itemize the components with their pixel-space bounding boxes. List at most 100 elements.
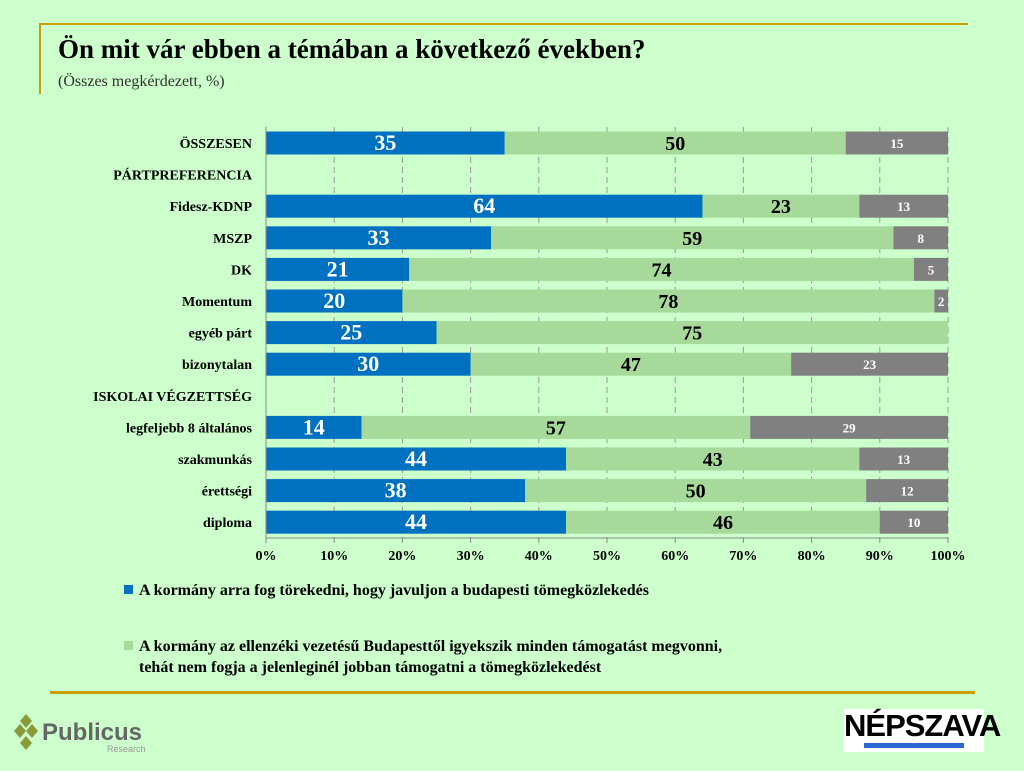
legend-item-green: A kormány az ellenzéki vezetésű Budapest… xyxy=(124,636,722,678)
bar-segment xyxy=(879,510,948,534)
data-label: 75 xyxy=(682,323,702,345)
data-label: 59 xyxy=(682,228,702,250)
data-label: 50 xyxy=(665,133,685,155)
data-label: 23 xyxy=(863,357,877,372)
category-label: legfeljebb 8 általános xyxy=(126,421,253,436)
svg-text:Publicus: Publicus xyxy=(42,719,142,746)
data-label: 50 xyxy=(686,481,706,503)
bar-segment xyxy=(436,321,948,345)
category-label: ÖSSZESEN xyxy=(180,135,252,152)
category-label: szakmunkás xyxy=(178,453,252,468)
bar-segment xyxy=(859,194,948,218)
category-label: diploma xyxy=(203,516,252,531)
bar-segment xyxy=(266,289,403,313)
bar-segment xyxy=(566,510,880,534)
data-label: 74 xyxy=(652,259,672,281)
left-rule xyxy=(39,23,41,94)
stacked-bar-chart: ÖSSZESEN 35 50 15 PÁRTPREFERENCIA Fidesz-KDNP… xyxy=(93,127,966,564)
top-rule xyxy=(40,23,968,25)
data-label: 13 xyxy=(897,199,911,214)
data-label: 5 xyxy=(928,262,935,277)
bar-segment xyxy=(702,194,860,218)
bar-segment xyxy=(266,194,703,218)
x-tick-label: 10% xyxy=(320,549,348,564)
data-label: 57 xyxy=(546,417,566,439)
data-label: 30 xyxy=(357,351,379,376)
bar-segment xyxy=(913,257,948,281)
data-label: 47 xyxy=(621,354,641,376)
x-tick-label: 40% xyxy=(525,549,553,564)
publicus-logo: Publicus Research xyxy=(14,714,146,754)
data-label: 8 xyxy=(917,231,924,246)
legend-item-blue: A kormány arra fog törekedni, hogy javul… xyxy=(124,580,649,601)
bar-segment xyxy=(791,352,948,376)
data-label: 46 xyxy=(713,512,733,534)
bottom-rule xyxy=(50,691,975,694)
category-label: egyéb párt xyxy=(189,327,253,342)
chart-subtitle: (Összes megkérdezett, %) xyxy=(58,73,225,90)
data-label: 38 xyxy=(385,478,407,503)
bar-segment xyxy=(934,289,948,313)
x-tick-label: 20% xyxy=(388,549,416,564)
bar-segment xyxy=(266,352,471,376)
data-label: 13 xyxy=(897,452,911,467)
bar-segment xyxy=(409,257,914,281)
legend-swatch xyxy=(124,585,133,594)
x-tick-label: 90% xyxy=(866,549,894,564)
bar-segment xyxy=(266,415,362,439)
data-label: 29 xyxy=(843,420,857,435)
legend-label-cont: tehát nem fogja a jelenleginél jobban tá… xyxy=(139,659,602,676)
bar-segment xyxy=(266,226,492,250)
data-label: 43 xyxy=(703,449,723,471)
bar-segment xyxy=(750,415,948,439)
category-label: Momentum xyxy=(182,295,252,310)
bar-segment xyxy=(266,257,410,281)
bar-segment xyxy=(266,510,567,534)
bar-segment xyxy=(266,321,437,345)
bar-segment xyxy=(491,226,894,250)
data-label: 35 xyxy=(374,130,396,155)
data-label: 21 xyxy=(327,256,349,281)
bar-segment xyxy=(504,131,846,155)
bar-segment xyxy=(470,352,792,376)
data-label: 33 xyxy=(368,225,390,250)
bar-segment xyxy=(566,447,860,471)
legend-label: A kormány arra fog törekedni, hogy javul… xyxy=(139,582,649,599)
bar-segment xyxy=(402,289,935,313)
x-tick-label: 70% xyxy=(729,549,757,564)
data-label: 12 xyxy=(901,484,914,499)
category-label: bizonytalan xyxy=(182,358,252,373)
x-tick-label: 30% xyxy=(457,549,485,564)
category-label: érettségi xyxy=(202,485,252,500)
data-label: 44 xyxy=(405,446,427,471)
x-tick-label: 80% xyxy=(798,549,826,564)
bar-segment xyxy=(866,479,948,503)
category-label: MSZP xyxy=(213,232,252,247)
data-label: 15 xyxy=(890,136,904,151)
data-label: 2 xyxy=(938,294,945,309)
chart-title: Ön mit vár ebben a témában a következő é… xyxy=(58,34,646,64)
data-label: 25 xyxy=(340,320,362,345)
data-label: 64 xyxy=(473,193,495,218)
x-tick-label: 50% xyxy=(593,549,621,564)
category-label: Fidesz-KDNP xyxy=(170,200,253,215)
bar-segment xyxy=(893,226,948,250)
bar-segment xyxy=(845,131,948,155)
bar-segment xyxy=(525,479,867,503)
legend-swatch xyxy=(124,641,133,650)
bar-segment xyxy=(266,479,526,503)
data-label: 23 xyxy=(771,196,791,218)
data-label: 20 xyxy=(323,288,345,313)
data-label: 14 xyxy=(303,414,325,439)
x-tick-label: 100% xyxy=(931,549,966,564)
legend-label: A kormány az ellenzéki vezetésű Budapest… xyxy=(139,638,723,655)
bar-segment xyxy=(859,447,948,471)
bar-segment xyxy=(266,131,505,155)
bar-segment xyxy=(361,415,751,439)
nepszava-logo: NÉPSZAVA xyxy=(844,709,1001,752)
bar-segment xyxy=(266,447,567,471)
category-label: ISKOLAI VÉGZETTSÉG xyxy=(93,388,252,405)
x-tick-label: 0% xyxy=(256,549,277,564)
data-label: 10 xyxy=(907,515,920,530)
